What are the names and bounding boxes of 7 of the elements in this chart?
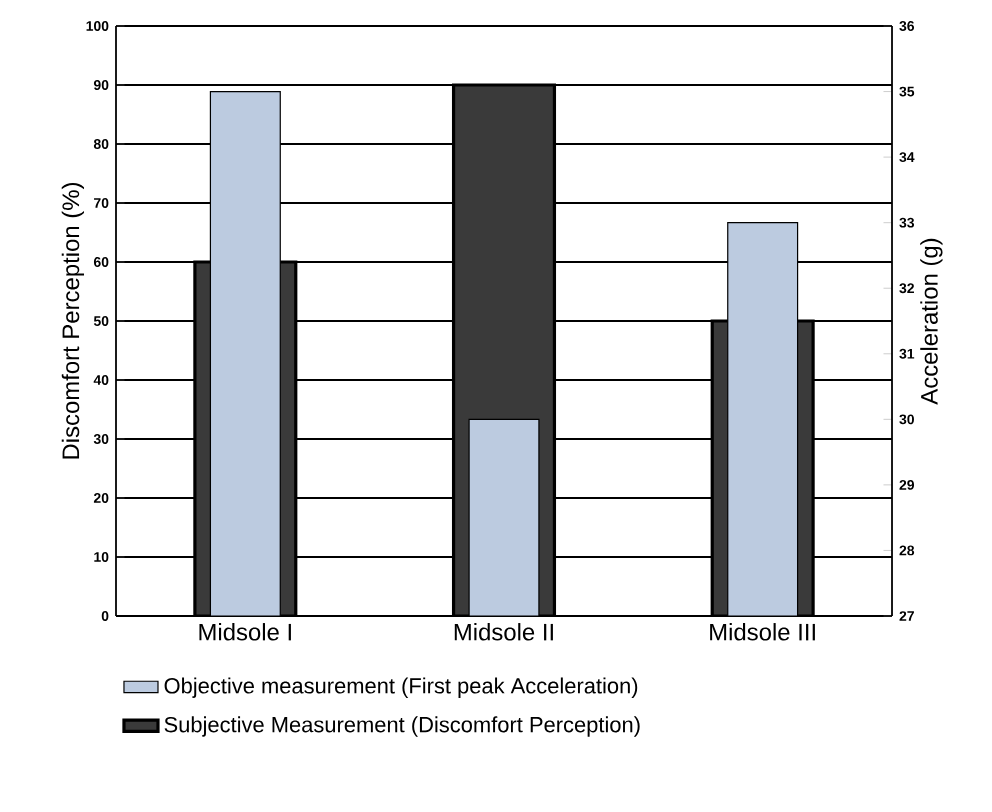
legend-label: Objective measurement (First peak Acceleration): [164, 677, 638, 698]
y2-axis-title: Acceleration (g): [920, 238, 943, 405]
x-tick-label: Midsole III: [710, 623, 815, 641]
x-tick-label: Midsole II: [454, 623, 553, 641]
legend-label: Subjective Measurement (Discomfort Perception): [164, 716, 640, 737]
x-tick-label: Midsole I: [199, 623, 291, 641]
y-axis-title: Discomfort Perception (%): [61, 183, 85, 459]
